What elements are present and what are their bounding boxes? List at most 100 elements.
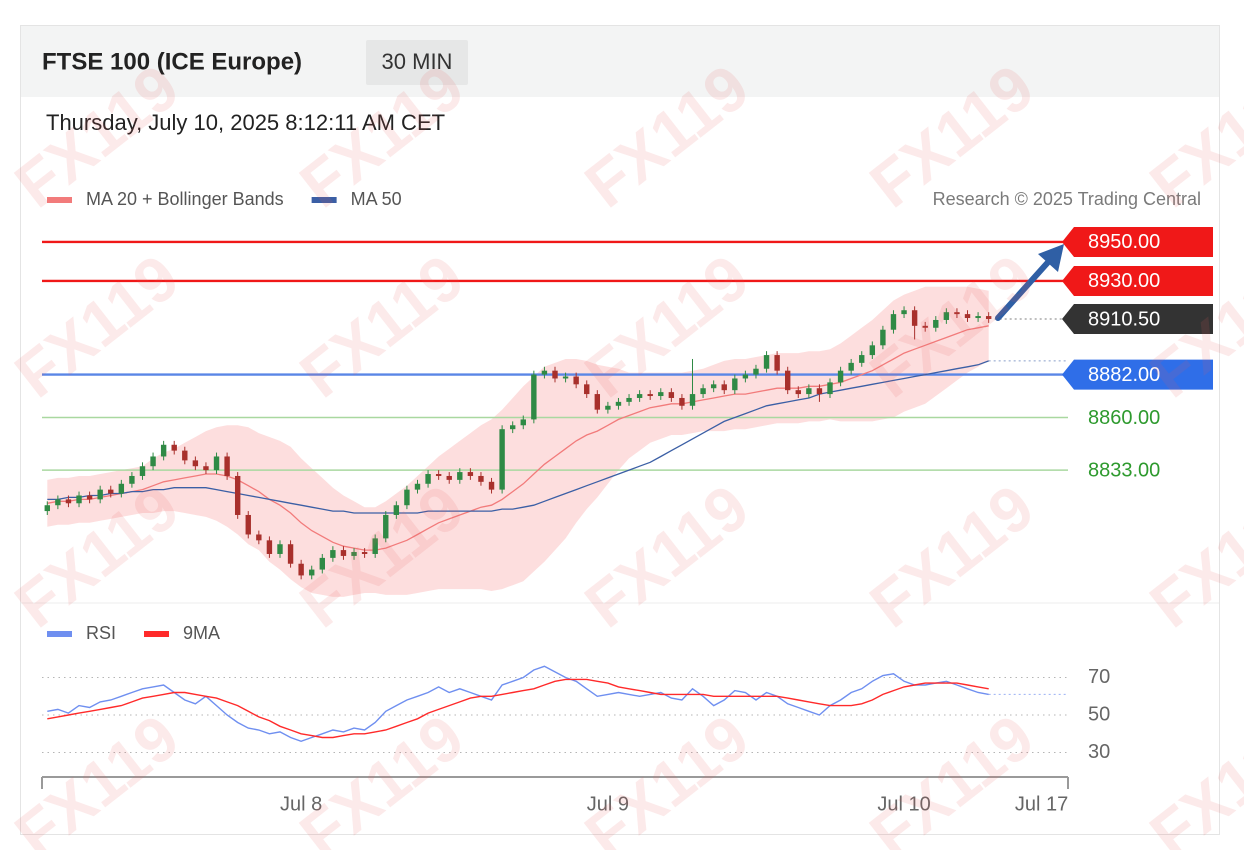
level-label: 8930.00 bbox=[1088, 270, 1160, 292]
level-tag bbox=[1062, 303, 1213, 334]
candle-body bbox=[890, 314, 897, 330]
interval: 30 MIN bbox=[382, 49, 453, 74]
candle-body bbox=[509, 425, 516, 430]
candle-body bbox=[742, 374, 749, 379]
legend-label: 9MA bbox=[183, 623, 220, 643]
candle-body bbox=[785, 370, 791, 391]
candle-body bbox=[710, 384, 717, 389]
candle-body bbox=[150, 456, 156, 467]
candle-body bbox=[933, 319, 939, 328]
candle-body bbox=[224, 456, 230, 476]
candle-body bbox=[55, 499, 61, 506]
candle-body bbox=[361, 552, 368, 554]
level-tag bbox=[1062, 359, 1213, 390]
candle-body bbox=[383, 514, 389, 539]
candle-body bbox=[615, 401, 622, 406]
candle-body bbox=[108, 489, 114, 494]
candle-body bbox=[309, 569, 315, 576]
candle-body bbox=[647, 394, 653, 397]
forecast-arrow bbox=[995, 257, 1053, 321]
candle-body bbox=[446, 475, 452, 480]
candle-body bbox=[76, 495, 82, 504]
candle-body bbox=[689, 394, 696, 406]
candle-body bbox=[118, 483, 125, 494]
candle-body bbox=[573, 376, 579, 385]
candle-body bbox=[414, 483, 421, 490]
level-label: 8882.00 bbox=[1088, 364, 1160, 386]
interval-badge bbox=[366, 40, 468, 85]
candle-body bbox=[869, 345, 876, 356]
plot: MA 20 + Bollinger Bands MA 50 8950.00 8930.… bbox=[42, 189, 1213, 815]
candle-body bbox=[256, 534, 262, 541]
candle-body bbox=[679, 397, 685, 406]
candle-body bbox=[964, 314, 971, 319]
candle-body bbox=[139, 466, 146, 476]
indicator-line bbox=[47, 665, 989, 743]
level-label: 8833.00 bbox=[1088, 459, 1160, 481]
candle-body bbox=[520, 419, 526, 426]
candle-body bbox=[668, 392, 675, 398]
level-tag bbox=[1062, 265, 1213, 296]
candle-body bbox=[636, 394, 643, 398]
candle-body bbox=[213, 456, 220, 471]
candle-body bbox=[435, 474, 442, 476]
level-tag bbox=[1062, 226, 1213, 257]
candle-body bbox=[922, 325, 928, 328]
header-bar bbox=[21, 26, 1219, 97]
candle-body bbox=[393, 505, 400, 515]
candle-body bbox=[171, 444, 177, 451]
candle-body bbox=[943, 312, 950, 320]
candle-body bbox=[911, 310, 918, 326]
candle-body bbox=[287, 544, 294, 564]
candle-body bbox=[806, 388, 812, 395]
level-label: 8910.50 bbox=[1088, 308, 1160, 330]
candle-body bbox=[954, 312, 960, 315]
candle-body bbox=[584, 384, 590, 395]
x-tick-label: Jul 17 bbox=[1015, 793, 1068, 815]
y-tick-label: 30 bbox=[1088, 741, 1110, 763]
candle-body bbox=[562, 376, 569, 379]
source: Research © 2025 Trading Central bbox=[933, 189, 1201, 209]
candle-body bbox=[859, 355, 865, 363]
candle-body bbox=[129, 475, 135, 484]
candle-body bbox=[298, 563, 304, 576]
candle-body bbox=[594, 394, 601, 410]
candle-body bbox=[827, 382, 833, 395]
y-tick-label: 50 bbox=[1088, 703, 1110, 725]
candle-body bbox=[182, 450, 188, 461]
candle-body bbox=[277, 544, 283, 554]
candle-body bbox=[985, 316, 992, 319]
candle-body bbox=[319, 557, 325, 570]
candle-body bbox=[266, 540, 273, 554]
candle-body bbox=[901, 310, 907, 315]
candle-body bbox=[774, 355, 780, 371]
candle-body bbox=[975, 316, 981, 319]
candle-body bbox=[795, 390, 801, 395]
legend-label: MA 20 + Bollinger Bands bbox=[86, 189, 284, 209]
candle-body bbox=[816, 388, 823, 395]
candle-body bbox=[330, 550, 336, 558]
candle-body bbox=[97, 489, 103, 500]
candle-body bbox=[86, 495, 93, 500]
level-label: 8950.00 bbox=[1088, 231, 1160, 253]
candle-body bbox=[404, 489, 410, 506]
candle-body bbox=[467, 472, 474, 476]
candle-body bbox=[531, 374, 537, 420]
candle-body bbox=[457, 472, 463, 480]
candle-body bbox=[753, 368, 759, 375]
chart-title: FTSE 100 (ICE Europe) bbox=[42, 48, 302, 75]
candle-body bbox=[499, 429, 505, 490]
legend-swatch bbox=[47, 631, 72, 637]
candle-body bbox=[721, 384, 727, 391]
candle-body bbox=[700, 388, 706, 395]
candle-body bbox=[848, 362, 854, 371]
candle-body bbox=[626, 397, 632, 402]
candle-body bbox=[880, 329, 886, 346]
candle-body bbox=[44, 505, 50, 512]
candle-body bbox=[658, 392, 664, 397]
legend-label: RSI bbox=[86, 623, 116, 643]
indicator-line bbox=[47, 678, 989, 739]
legend-label: MA 50 bbox=[351, 189, 402, 209]
